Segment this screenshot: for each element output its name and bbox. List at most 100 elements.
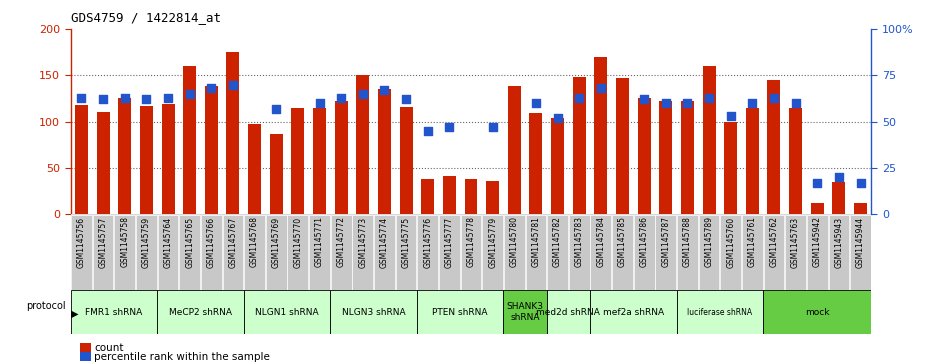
Bar bbox=[248, 125, 261, 214]
Text: FMR1 shRNA: FMR1 shRNA bbox=[86, 308, 142, 317]
Text: ▶: ▶ bbox=[71, 309, 78, 318]
Bar bbox=[508, 86, 521, 214]
Bar bbox=[204, 86, 218, 214]
Point bbox=[355, 91, 370, 97]
FancyBboxPatch shape bbox=[331, 215, 351, 290]
Text: GSM1145760: GSM1145760 bbox=[726, 216, 735, 268]
Bar bbox=[789, 108, 802, 214]
FancyBboxPatch shape bbox=[677, 215, 698, 290]
Point bbox=[853, 180, 869, 185]
Point bbox=[182, 91, 197, 97]
Text: GSM1145781: GSM1145781 bbox=[531, 216, 541, 267]
Text: GSM1145778: GSM1145778 bbox=[466, 216, 476, 268]
Text: mock: mock bbox=[805, 308, 830, 317]
Bar bbox=[226, 52, 239, 214]
Bar bbox=[551, 118, 564, 214]
FancyBboxPatch shape bbox=[612, 215, 633, 290]
Bar bbox=[703, 66, 716, 214]
FancyBboxPatch shape bbox=[439, 215, 460, 290]
FancyBboxPatch shape bbox=[763, 290, 871, 334]
Point bbox=[312, 100, 327, 106]
Text: GSM1145756: GSM1145756 bbox=[77, 216, 86, 268]
Point bbox=[832, 174, 847, 180]
Point bbox=[268, 106, 284, 111]
FancyBboxPatch shape bbox=[699, 215, 720, 290]
Text: GSM1145785: GSM1145785 bbox=[618, 216, 627, 268]
Point bbox=[767, 95, 782, 101]
Text: GSM1145773: GSM1145773 bbox=[358, 216, 367, 268]
FancyBboxPatch shape bbox=[676, 290, 763, 334]
Point bbox=[333, 95, 349, 101]
FancyBboxPatch shape bbox=[396, 215, 416, 290]
FancyBboxPatch shape bbox=[331, 290, 417, 334]
FancyBboxPatch shape bbox=[114, 215, 135, 290]
Text: percentile rank within the sample: percentile rank within the sample bbox=[94, 352, 270, 362]
Bar bbox=[464, 179, 478, 214]
Bar bbox=[529, 113, 543, 214]
FancyBboxPatch shape bbox=[547, 215, 568, 290]
Bar bbox=[269, 134, 283, 214]
FancyBboxPatch shape bbox=[850, 215, 871, 290]
Text: GSM1145771: GSM1145771 bbox=[315, 216, 324, 268]
FancyBboxPatch shape bbox=[201, 215, 221, 290]
Point bbox=[572, 95, 587, 101]
Text: GSM1145779: GSM1145779 bbox=[488, 216, 497, 268]
Point bbox=[225, 82, 240, 87]
FancyBboxPatch shape bbox=[504, 215, 525, 290]
Text: GSM1145761: GSM1145761 bbox=[748, 216, 756, 268]
Text: PTEN shRNA: PTEN shRNA bbox=[432, 308, 488, 317]
FancyBboxPatch shape bbox=[461, 215, 481, 290]
FancyBboxPatch shape bbox=[764, 215, 785, 290]
Point bbox=[138, 97, 154, 102]
Bar bbox=[724, 122, 738, 214]
FancyBboxPatch shape bbox=[829, 215, 850, 290]
FancyBboxPatch shape bbox=[526, 215, 546, 290]
Text: GSM1145764: GSM1145764 bbox=[164, 216, 172, 268]
Text: GSM1145944: GSM1145944 bbox=[856, 216, 865, 268]
FancyBboxPatch shape bbox=[157, 290, 244, 334]
Text: GSM1145758: GSM1145758 bbox=[121, 216, 129, 268]
Bar bbox=[399, 107, 413, 214]
Text: GSM1145777: GSM1145777 bbox=[445, 216, 454, 268]
FancyBboxPatch shape bbox=[244, 290, 331, 334]
FancyBboxPatch shape bbox=[546, 290, 590, 334]
Bar bbox=[183, 66, 196, 214]
Point bbox=[73, 95, 89, 101]
Bar bbox=[71, 214, 871, 290]
Bar bbox=[811, 203, 823, 214]
Bar bbox=[681, 101, 694, 214]
Point bbox=[398, 97, 414, 102]
Bar bbox=[421, 179, 434, 214]
FancyBboxPatch shape bbox=[721, 215, 741, 290]
Text: med2d shRNA: med2d shRNA bbox=[536, 308, 600, 317]
Text: count: count bbox=[94, 343, 123, 353]
Point bbox=[680, 100, 695, 106]
FancyBboxPatch shape bbox=[417, 215, 438, 290]
FancyBboxPatch shape bbox=[742, 215, 763, 290]
Text: SHANK3
shRNA: SHANK3 shRNA bbox=[507, 302, 544, 322]
Bar bbox=[443, 176, 456, 214]
Text: mef2a shRNA: mef2a shRNA bbox=[603, 308, 664, 317]
Bar bbox=[97, 113, 109, 214]
Text: GSM1145789: GSM1145789 bbox=[705, 216, 713, 268]
Text: GSM1145768: GSM1145768 bbox=[250, 216, 259, 268]
Bar bbox=[573, 77, 586, 214]
FancyBboxPatch shape bbox=[352, 215, 373, 290]
Bar bbox=[75, 105, 88, 214]
Point bbox=[810, 180, 825, 185]
Bar bbox=[291, 108, 304, 214]
Text: GSM1145772: GSM1145772 bbox=[336, 216, 346, 268]
Point bbox=[702, 95, 717, 101]
Point bbox=[442, 124, 457, 130]
Point bbox=[528, 100, 544, 106]
Text: GSM1145783: GSM1145783 bbox=[575, 216, 584, 268]
Point bbox=[420, 128, 435, 134]
FancyBboxPatch shape bbox=[266, 215, 286, 290]
Bar bbox=[140, 106, 153, 214]
Text: GSM1145774: GSM1145774 bbox=[380, 216, 389, 268]
Point bbox=[160, 95, 175, 101]
Point bbox=[745, 100, 760, 106]
Point bbox=[485, 124, 500, 130]
Bar bbox=[616, 78, 629, 214]
Bar bbox=[486, 181, 499, 214]
